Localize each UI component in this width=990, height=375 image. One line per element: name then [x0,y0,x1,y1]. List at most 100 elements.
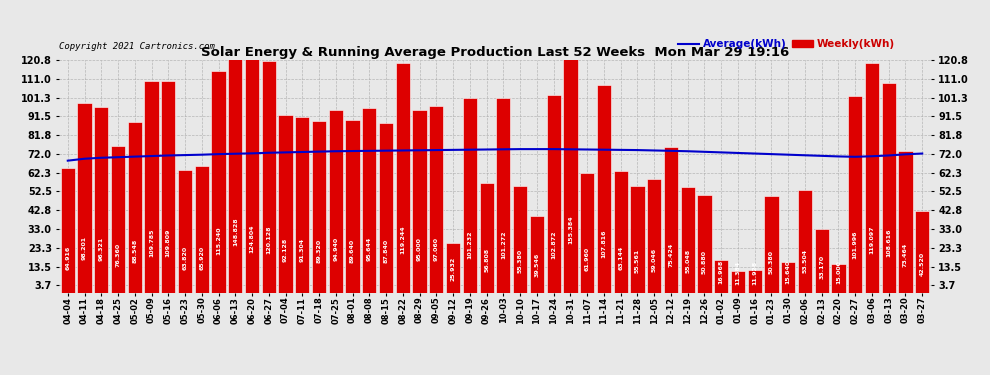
Bar [446,243,460,292]
Text: 11.384: 11.384 [736,261,741,285]
Bar [697,195,712,292]
Text: 119.097: 119.097 [869,226,874,254]
Bar [128,122,142,292]
Bar [496,98,511,292]
Bar [479,183,494,292]
Bar [396,63,410,292]
Text: 50.880: 50.880 [702,250,707,274]
Text: 124.804: 124.804 [249,224,254,253]
Text: 98.201: 98.201 [82,236,87,260]
Bar [714,260,729,292]
Text: 39.546: 39.546 [535,253,540,277]
Text: 75.424: 75.424 [668,243,673,267]
Bar [848,96,862,292]
Text: 73.464: 73.464 [903,243,908,267]
Bar [195,166,209,292]
Text: 55.380: 55.380 [518,249,523,273]
Bar [111,146,125,292]
Text: 120.128: 120.128 [266,225,271,254]
Bar [346,120,359,292]
Bar [178,170,192,292]
Bar [631,186,644,292]
Text: 94.940: 94.940 [334,237,339,261]
Bar [915,211,930,292]
Text: 115.240: 115.240 [216,227,221,255]
Text: 15.640: 15.640 [786,260,791,284]
Text: 97.060: 97.060 [434,237,439,261]
Bar [161,81,175,292]
Text: Copyright 2021 Cartronics.com: Copyright 2021 Cartronics.com [59,42,215,51]
Bar [680,186,695,292]
Text: 56.808: 56.808 [484,248,489,272]
Bar [832,264,845,292]
Text: 155.384: 155.384 [568,215,573,244]
Bar [898,151,913,292]
Bar [379,123,393,292]
Text: 92.128: 92.128 [283,238,288,262]
Bar [781,262,795,292]
Text: 109.785: 109.785 [149,228,154,257]
Text: 63.820: 63.820 [182,246,187,270]
Text: 33.170: 33.170 [819,255,825,279]
Text: 148.828: 148.828 [233,217,238,246]
Bar [530,216,544,292]
Text: 109.809: 109.809 [165,229,171,257]
Text: 61.960: 61.960 [585,247,590,271]
Bar [664,147,678,292]
Text: 88.548: 88.548 [133,239,138,263]
Title: Solar Energy & Running Average Production Last 52 Weeks  Mon Mar 29 19:16: Solar Energy & Running Average Productio… [201,46,789,59]
Bar [513,186,528,292]
Bar [77,104,92,292]
Bar [295,117,310,292]
Bar [614,171,628,292]
Text: 108.616: 108.616 [886,229,891,257]
Bar [882,84,896,292]
Bar [60,168,75,292]
Text: 101.232: 101.232 [467,231,472,260]
Text: 55.048: 55.048 [685,249,690,273]
Text: 65.920: 65.920 [199,246,204,270]
Bar [329,110,343,292]
Text: 89.640: 89.640 [350,238,355,263]
Text: 119.244: 119.244 [400,226,405,254]
Text: 55.561: 55.561 [635,248,640,273]
Legend: Average(kWh), Weekly(kWh): Average(kWh), Weekly(kWh) [674,35,899,53]
Text: 63.144: 63.144 [618,246,623,270]
Text: 59.046: 59.046 [651,248,656,272]
Bar [462,98,477,292]
Bar [865,63,879,292]
Text: 96.321: 96.321 [99,237,104,261]
Text: 95.644: 95.644 [367,237,372,261]
Bar [245,52,259,292]
Bar [261,61,276,292]
Text: 16.968: 16.968 [719,260,724,284]
Bar [278,115,293,292]
Bar [212,71,226,292]
Text: 91.304: 91.304 [300,238,305,262]
Text: 64.916: 64.916 [65,246,70,270]
Text: 11.928: 11.928 [752,261,757,285]
Text: 107.816: 107.816 [601,229,607,258]
Bar [798,189,812,292]
Bar [94,107,109,292]
Bar [145,81,158,292]
Bar [747,270,762,292]
Bar [764,195,778,292]
Bar [430,106,444,292]
Text: 101.996: 101.996 [852,231,857,259]
Bar [228,6,243,292]
Text: 102.872: 102.872 [551,231,556,259]
Bar [563,0,577,292]
Text: 42.520: 42.520 [920,252,925,276]
Text: 76.360: 76.360 [116,243,121,267]
Bar [362,108,376,292]
Text: 87.840: 87.840 [383,239,389,263]
Text: 50.380: 50.380 [769,250,774,274]
Bar [413,110,427,292]
Bar [731,271,745,292]
Text: 25.932: 25.932 [450,257,455,281]
Text: 101.272: 101.272 [501,231,506,260]
Bar [312,121,326,292]
Text: 89.320: 89.320 [317,239,322,263]
Text: 15.000: 15.000 [836,261,841,284]
